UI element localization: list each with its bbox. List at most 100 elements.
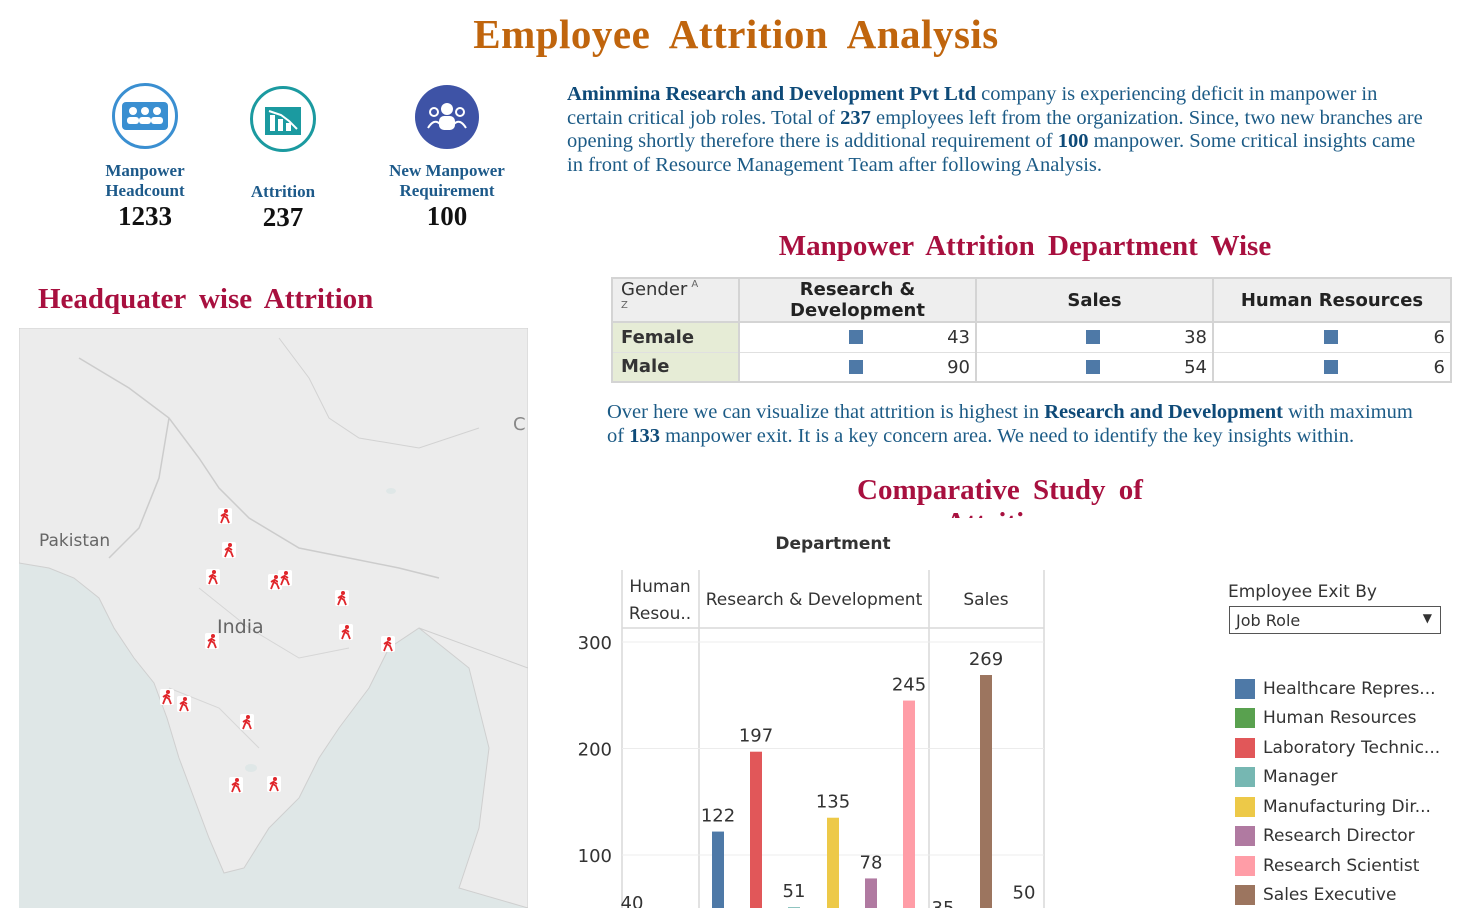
map-label-edge: C [513, 414, 526, 435]
walking-person-icon[interactable] [335, 590, 349, 606]
walking-person-icon[interactable] [278, 570, 292, 586]
crosstab-cell[interactable]: 6 [1213, 352, 1451, 382]
square-marker-icon [1086, 360, 1100, 374]
comparative-title-line1: Comparative Study of [820, 474, 1180, 507]
legend-swatch [1235, 885, 1255, 905]
comparative-title: Comparative Study of Attrition [820, 474, 1180, 518]
legend-label: Research Director [1263, 826, 1415, 846]
crosstab-corner-label: Gender [621, 279, 687, 300]
team-hire-icon [415, 85, 479, 149]
chart-down-icon [250, 86, 316, 152]
square-marker-icon [849, 330, 863, 344]
legend-swatch [1235, 767, 1255, 787]
dropdown-arrow-icon[interactable]: ▼ [1423, 611, 1432, 625]
insight-text-3: manpower exit. It is a key concern area.… [660, 425, 1354, 447]
crosstab-value: 54 [1184, 357, 1207, 378]
legend-item[interactable]: Human Resources [1235, 704, 1465, 734]
walking-person-icon[interactable] [222, 542, 236, 558]
legend-swatch [1235, 708, 1255, 728]
legend-label: Healthcare Repres... [1263, 679, 1436, 699]
legend-item[interactable]: Research Director [1235, 822, 1465, 852]
crosstab-cell[interactable]: 54 [976, 352, 1213, 382]
walking-person-icon[interactable] [240, 714, 254, 730]
walking-person-icon[interactable] [339, 624, 353, 640]
bar-value-label: 51 [783, 881, 806, 902]
legend-swatch [1235, 738, 1255, 758]
pane-header: Research & Development [706, 590, 923, 610]
page-title: Employee Attrition Analysis [0, 10, 1472, 58]
pane-header: Resou.. [629, 604, 691, 624]
bar [903, 701, 915, 908]
pane-header: Human [629, 577, 690, 597]
legend-swatch [1235, 856, 1255, 876]
crosstab-row-label[interactable]: Male [612, 352, 739, 382]
walking-person-icon[interactable] [205, 633, 219, 649]
people-group-icon [112, 83, 178, 149]
square-marker-icon [1324, 330, 1338, 344]
kpi-requirement: New Manpower Requirement 100 [362, 85, 532, 231]
insight-bold-1: Research and Development [1044, 401, 1283, 423]
walking-person-icon[interactable] [381, 636, 395, 652]
legend-item[interactable]: Healthcare Repres... [1235, 674, 1465, 704]
legend-label: Manager [1263, 767, 1338, 787]
crosstab-row-label[interactable]: Female [612, 322, 739, 352]
legend-item[interactable]: Manufacturing Dir... [1235, 792, 1465, 822]
bar-value-label: 78 [860, 852, 883, 873]
intro-number-2: 100 [1058, 130, 1089, 152]
walking-person-icon[interactable] [267, 776, 281, 792]
crosstab-cell[interactable]: 38 [976, 322, 1213, 352]
intro-paragraph: Aminmina Research and Development Pvt Lt… [567, 83, 1427, 177]
filter-value: Job Role [1236, 611, 1300, 630]
legend-item[interactable]: Manager [1235, 763, 1465, 793]
legend-label: Research Scientist [1263, 856, 1419, 876]
kpi-attrition-value: 237 [198, 202, 368, 232]
y-tick-label: 200 [578, 740, 612, 761]
walking-person-icon[interactable] [206, 569, 220, 585]
square-marker-icon [1324, 360, 1338, 374]
crosstab-value: 43 [947, 327, 970, 348]
job-role-filter-select[interactable]: Job Role ▼ [1229, 606, 1441, 634]
walking-person-icon[interactable] [218, 508, 232, 524]
crosstab-cell[interactable]: 6 [1213, 322, 1451, 352]
insight-text-1: Over here we can visualize that attritio… [607, 401, 1044, 423]
bar-value-label: 245 [892, 675, 926, 696]
legend-item[interactable]: Research Scientist [1235, 851, 1465, 881]
pane-header: Sales [963, 590, 1008, 610]
legend-swatch [1235, 826, 1255, 846]
crosstab-col-header[interactable]: Sales [976, 278, 1213, 322]
square-marker-icon [849, 360, 863, 374]
legend-label: Sales Executive [1263, 885, 1396, 905]
crosstab-col-header[interactable]: Human Resources [1213, 278, 1451, 322]
company-name: Aminmina Research and Development Pvt Lt… [567, 83, 976, 105]
kpi-attrition: Attrition 237 [198, 86, 368, 232]
hq-section-title: Headquater wise Attrition [38, 283, 373, 316]
y-tick-label: 300 [578, 633, 612, 654]
crosstab-cell[interactable]: 43 [739, 322, 976, 352]
map-label-pakistan: Pakistan [39, 531, 110, 551]
bar [750, 752, 762, 908]
bar [827, 818, 839, 908]
kpi-requirement-label-1: New Manpower [362, 161, 532, 181]
crosstab-col-header[interactable]: Research & Development [739, 278, 976, 322]
bar-value-label: 35 [932, 898, 955, 908]
legend-item[interactable]: Sales Executive [1235, 881, 1465, 910]
crosstab-cell[interactable]: 90 [739, 352, 976, 382]
headquarter-map[interactable]: Pakistan India C [19, 328, 528, 908]
legend-label: Manufacturing Dir... [1263, 797, 1431, 817]
y-tick-label: 100 [578, 846, 612, 867]
comparative-title-line2: Attrition [820, 507, 1180, 518]
walking-person-icon[interactable] [229, 777, 243, 793]
bar-value-label: 40 [621, 893, 644, 908]
walking-person-icon[interactable] [160, 689, 174, 705]
job-role-legend: Healthcare Repres... Human Resources Labor… [1235, 674, 1465, 910]
legend-item[interactable]: Laboratory Technic... [1235, 733, 1465, 763]
map-label-india: India [217, 616, 264, 638]
legend-label: Laboratory Technic... [1263, 738, 1440, 758]
walking-person-icon[interactable] [177, 696, 191, 712]
kpi-requirement-label-2: Requirement [362, 181, 532, 201]
insight-paragraph: Over here we can visualize that attritio… [607, 401, 1415, 448]
